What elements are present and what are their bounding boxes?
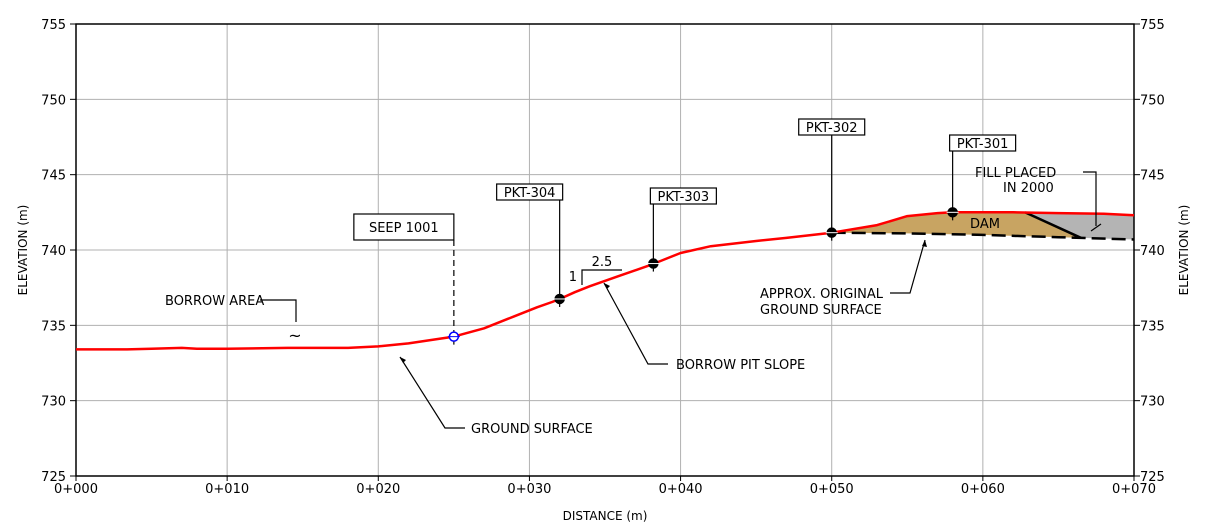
borrow-pit-slope-label: BORROW PIT SLOPE [676, 358, 805, 373]
original-ground-arrowhead [922, 240, 927, 247]
slope-indicator [581, 269, 622, 285]
fill-placed-label-line2: IN 2000 [1003, 181, 1054, 196]
dam-label: DAM [970, 217, 1000, 232]
x-tick-label: 0+040 [659, 482, 703, 497]
y-tick-label-right: 735 [1140, 319, 1165, 334]
borrow-area-leader [260, 299, 297, 322]
y-tick-label-right: 750 [1140, 93, 1165, 108]
y-tick-label-left: 755 [41, 18, 66, 33]
y-axis-title-left: ELEVATION (m) [16, 205, 30, 296]
original-ground-line [831, 231, 1135, 241]
y-tick-label-left: 750 [41, 93, 66, 108]
frame-layer: 0+000 0+010 0+020 0+030 0+040 0+050 0+060 0+070… [41, 18, 1165, 497]
x-tick-label: 0+010 [205, 482, 249, 497]
point-label: PKT-302 [806, 121, 858, 136]
ground-surface-label: GROUND SURFACE [471, 422, 593, 437]
original-ground-label-line2: GROUND SURFACE [760, 303, 882, 318]
y-axis-title-right: ELEVATION (m) [1177, 205, 1191, 296]
line-layer [76, 211, 1135, 351]
x-tick-label: 0+060 [961, 482, 1005, 497]
borrow-area-label: BORROW AREA [165, 294, 264, 309]
fill-layer [831, 211, 1134, 240]
point-label: PKT-303 [658, 190, 710, 205]
x-tick-label: 0+000 [54, 482, 98, 497]
x-tick-label: 0+050 [810, 482, 854, 497]
ground-surface-leader [399, 356, 465, 429]
y-tick-label-right: 745 [1140, 169, 1165, 184]
point-label-box [353, 213, 455, 241]
fill-boundary-line [1024, 211, 1082, 240]
fill-placed-leader [1083, 171, 1097, 226]
borrow-area-symbol: ~ [288, 326, 301, 345]
y-tick-label-right: 730 [1140, 395, 1165, 410]
y-tick-label-right: 725 [1140, 470, 1165, 485]
fill-placed-label-line1: FILL PLACED [975, 166, 1056, 181]
ground-surface-arrowhead [400, 357, 406, 363]
fill-placed-tick [1090, 223, 1102, 232]
slope-run-label: 2.5 [592, 255, 613, 270]
y-tick-label-left: 745 [41, 169, 66, 184]
original-ground-leader [890, 239, 926, 294]
point-label-box [649, 187, 717, 205]
x-axis-title: DISTANCE (m) [563, 509, 648, 523]
point-label: PKT-301 [957, 137, 1009, 152]
y-tick-label-left: 740 [41, 244, 66, 259]
x-tick-label: 0+020 [356, 482, 400, 497]
borrow-pit-slope-leader [603, 282, 668, 365]
x-tick-label: 0+070 [1112, 482, 1156, 497]
point-label-box [496, 183, 564, 201]
grid-layer [75, 23, 1135, 477]
x-tick-label: 0+030 [507, 482, 551, 497]
point-layer: SEEP 1001 PKT-304 PKT-303 PKT-302 PKT-301 [353, 118, 1017, 345]
ground-surface-line [76, 211, 1135, 351]
y-tick-label-left: 730 [41, 395, 66, 410]
y-tick-label-right: 740 [1140, 244, 1165, 259]
y-tick-label-right: 755 [1140, 18, 1165, 33]
placed-fill-area [1025, 212, 1134, 240]
point-label: PKT-304 [504, 186, 556, 201]
point-label: SEEP 1001 [369, 221, 439, 236]
plot-frame [75, 23, 1135, 477]
y-tick-label-left: 735 [41, 319, 66, 334]
original-ground-label-line1: APPROX. ORIGINAL [760, 287, 884, 302]
point-label-box [949, 134, 1017, 152]
y-tick-label-left: 725 [41, 470, 66, 485]
dam-fill-area [831, 212, 1082, 238]
slope-rise-label: 1 [569, 270, 577, 285]
borrow-pit-slope-arrowhead [604, 283, 610, 289]
